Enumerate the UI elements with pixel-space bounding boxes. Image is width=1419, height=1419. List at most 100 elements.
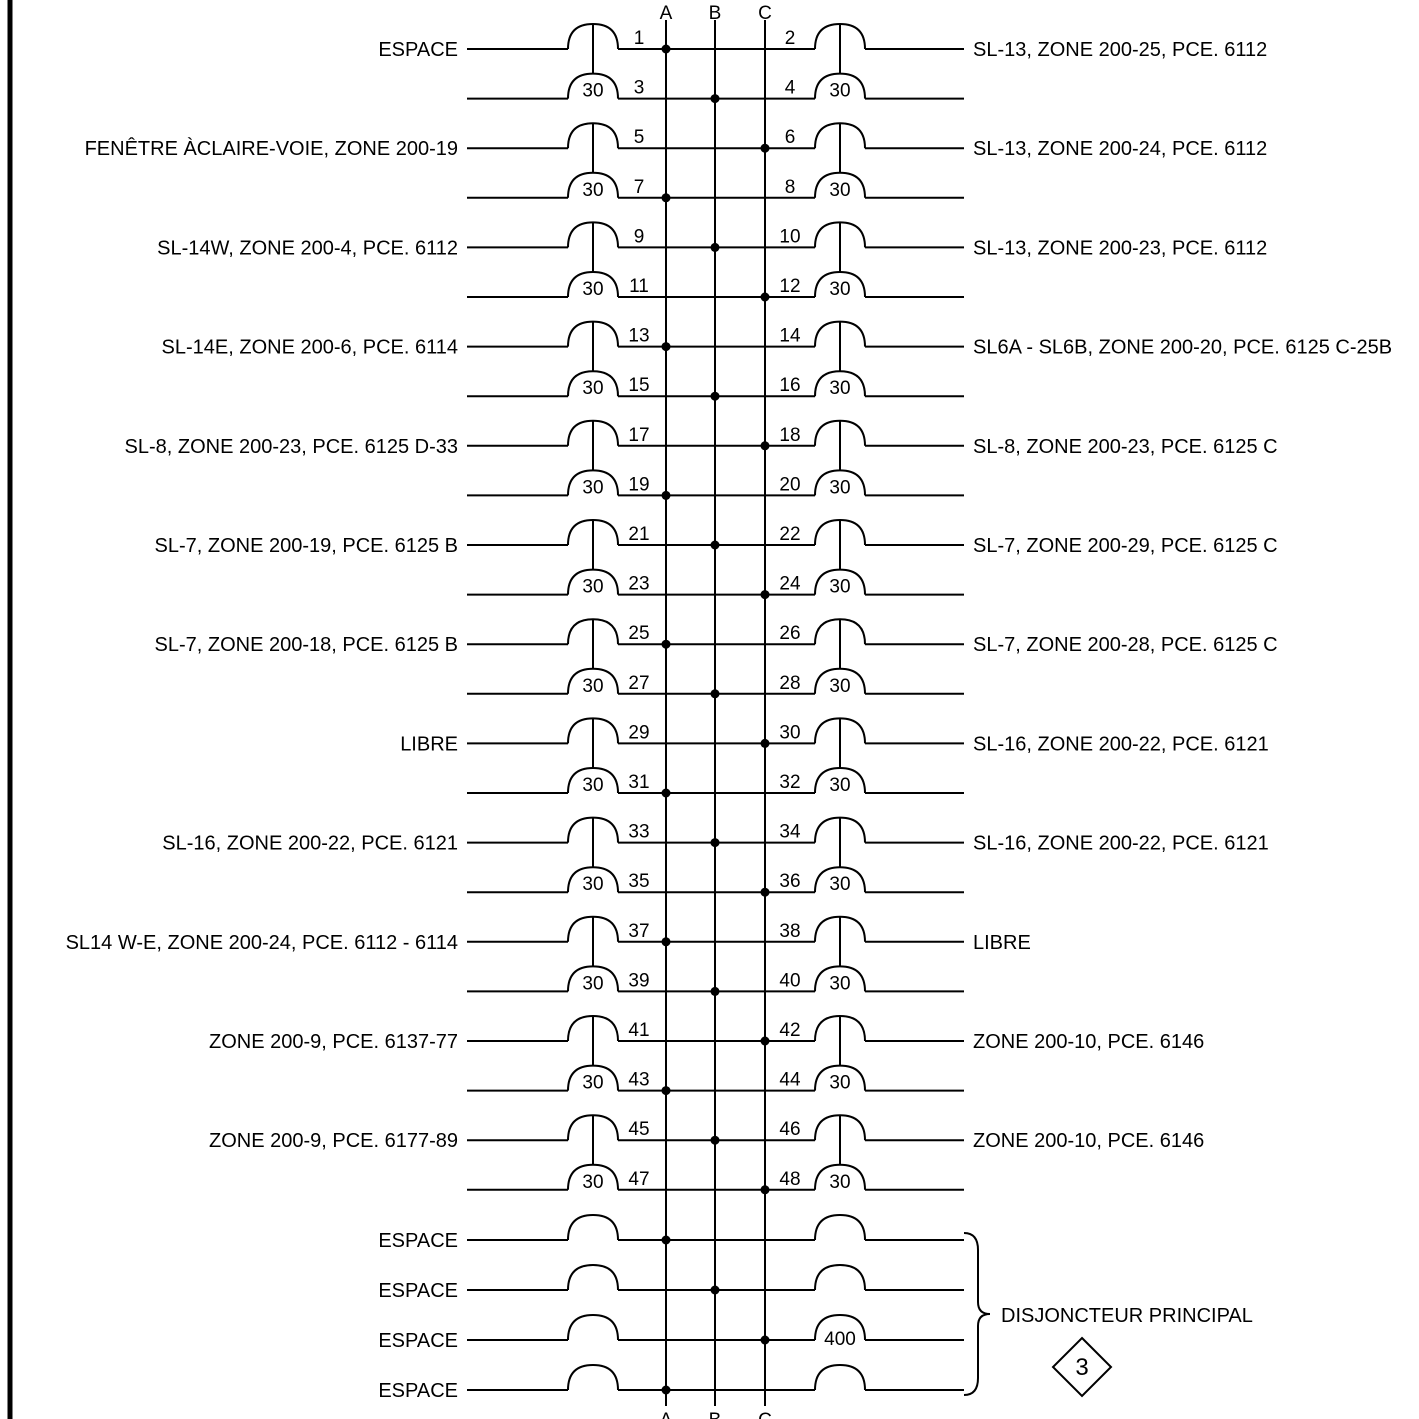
load-label-left: ZONE 200-9, PCE. 6177-89 <box>209 1130 458 1152</box>
breaker-symbol <box>567 469 619 496</box>
bus-connection-dot <box>710 94 720 104</box>
breaker-symbol <box>567 667 619 694</box>
breaker-symbol <box>567 1313 619 1341</box>
breaker-rating-left: 30 <box>582 1073 603 1094</box>
circuit-number-right: 36 <box>779 871 800 892</box>
bus-connection-dot <box>710 689 720 699</box>
breaker-rating-left: 30 <box>582 279 603 300</box>
breaker-rating-right: 30 <box>829 180 850 201</box>
breaker-rating-right: 30 <box>829 874 850 895</box>
breaker-rating-left: 30 <box>582 180 603 201</box>
circuit-number-right: 14 <box>779 326 801 347</box>
breaker-row: 29 30 LIBRE SL-16, ZONE 200-22, PCE. 6121 <box>400 717 1269 769</box>
space-label: ESPACE <box>378 1330 458 1352</box>
breaker-row: 39 40 30 30 <box>467 965 964 996</box>
breaker-symbol <box>567 270 619 298</box>
breaker-rating-right: 30 <box>829 81 850 102</box>
bus-connection-dot <box>661 788 671 798</box>
breaker-rating-left: 30 <box>582 775 603 796</box>
load-label-left: ESPACE <box>378 39 458 61</box>
load-label-left: SL-7, ZONE 200-19, PCE. 6125 B <box>155 535 459 557</box>
load-label-left: SL-16, ZONE 200-22, PCE. 6121 <box>162 833 458 855</box>
breaker-symbol <box>567 1064 619 1091</box>
breaker-symbol <box>814 1064 866 1091</box>
breaker-symbol <box>814 1163 866 1190</box>
circuit-number-right: 28 <box>779 673 800 694</box>
load-label-right: SL-16, ZONE 200-22, PCE. 6121 <box>973 833 1269 855</box>
breaker-rating-right: 30 <box>829 1073 850 1094</box>
circuit-number-right: 8 <box>785 177 796 198</box>
bus-connection-dot <box>661 342 671 352</box>
bus-connection-dot <box>661 490 671 500</box>
bus-connection-dot <box>760 1335 770 1345</box>
bus-connection-dot <box>710 242 720 252</box>
breaker-symbol <box>814 469 866 496</box>
circuit-number-left: 23 <box>628 574 649 595</box>
circuit-number-right: 2 <box>785 28 796 49</box>
bus-connection-dot <box>760 1036 770 1046</box>
circuit-number-left: 7 <box>634 177 645 198</box>
circuit-number-left: 45 <box>628 1119 649 1140</box>
load-label-right: SL-16, ZONE 200-22, PCE. 6121 <box>973 733 1269 755</box>
breaker-symbol <box>814 866 866 893</box>
bus-connection-dot <box>760 590 770 600</box>
breaker-symbol <box>814 766 866 794</box>
bus-bars: A A B B C C <box>660 3 772 1419</box>
circuit-number-left: 19 <box>628 474 649 495</box>
circuit-number-left: 47 <box>628 1169 649 1190</box>
breaker-rating-right: 30 <box>829 676 850 697</box>
breaker-row: 5 6 FENÊTRE ÀCLAIRE-VOIE, ZONE 200-19 SL-13… <box>85 122 1267 174</box>
breaker-row: 1 2 ESPACE SL-13, ZONE 200-25, PCE. 6112 <box>378 22 1267 74</box>
breaker-rating-left: 30 <box>582 874 603 895</box>
bus-connection-dot <box>760 143 770 153</box>
circuit-number-left: 27 <box>628 673 649 694</box>
circuit-number-right: 12 <box>779 276 800 297</box>
breaker-symbol <box>814 568 866 595</box>
circuit-number-left: 31 <box>628 772 649 793</box>
bus-connection-dot <box>661 1086 671 1096</box>
breaker-symbol <box>814 667 866 694</box>
breaker-symbol <box>567 1363 619 1391</box>
bus-connection-dot <box>661 937 671 947</box>
circuit-number-right: 10 <box>779 226 800 247</box>
bus-connection-dot <box>661 193 671 203</box>
breaker-symbol <box>814 1313 866 1341</box>
phase-label-bottom: A <box>660 1410 673 1419</box>
circuit-number-left: 43 <box>628 1070 649 1091</box>
bus-connection-dot <box>710 391 720 401</box>
load-label-right: SL-13, ZONE 200-23, PCE. 6112 <box>973 237 1267 259</box>
space-label: ESPACE <box>378 1230 458 1252</box>
breaker-symbol <box>814 72 866 99</box>
circuit-number-right: 34 <box>779 822 801 843</box>
space-row: ESPACE <box>378 1363 964 1402</box>
breaker-symbol <box>567 171 619 198</box>
breaker-row: 13 14 SL-14E, ZONE 200-6, PCE. 6114 SL6A - … <box>162 320 1392 372</box>
breaker-rows: 1 2 ESPACE SL-13, ZONE 200-25, PCE. 6112 3 4 3… <box>66 22 1392 1195</box>
circuit-number-right: 22 <box>779 524 800 545</box>
circuit-number-right: 6 <box>785 127 796 148</box>
breaker-row: 27 28 30 30 <box>467 667 964 699</box>
breaker-row: 9 10 SL-14W, ZONE 200-4, PCE. 6112 SL-13, Z… <box>157 221 1267 273</box>
breaker-symbol <box>814 1363 866 1391</box>
breaker-symbol <box>567 766 619 794</box>
load-label-right: SL-7, ZONE 200-29, PCE. 6125 C <box>973 535 1278 557</box>
load-label-right: SL-13, ZONE 200-24, PCE. 6112 <box>973 138 1267 160</box>
bus-connection-dot <box>710 1135 720 1145</box>
circuit-number-right: 26 <box>779 623 800 644</box>
load-label-right: SL-13, ZONE 200-25, PCE. 6112 <box>973 39 1267 61</box>
breaker-symbol <box>814 270 866 298</box>
revision-mark: 3 <box>1075 1354 1088 1381</box>
breaker-rating-right: 30 <box>829 1172 850 1193</box>
breaker-row: 19 20 30 30 <box>467 469 964 500</box>
load-label-left: SL14 W-E, ZONE 200-24, PCE. 6112 - 6114 <box>66 932 458 954</box>
breaker-row: 23 24 30 30 <box>467 568 964 600</box>
breaker-row: 11 12 30 30 <box>467 270 964 302</box>
main-breaker-rating: 400 <box>824 1329 856 1350</box>
breaker-symbol <box>567 866 619 893</box>
circuit-number-left: 41 <box>628 1020 649 1041</box>
breaker-row: 15 16 30 30 <box>467 370 964 401</box>
bus-connection-dot <box>710 1285 720 1295</box>
phase-label-bottom: C <box>758 1410 772 1419</box>
breaker-rating-right: 30 <box>829 577 850 598</box>
